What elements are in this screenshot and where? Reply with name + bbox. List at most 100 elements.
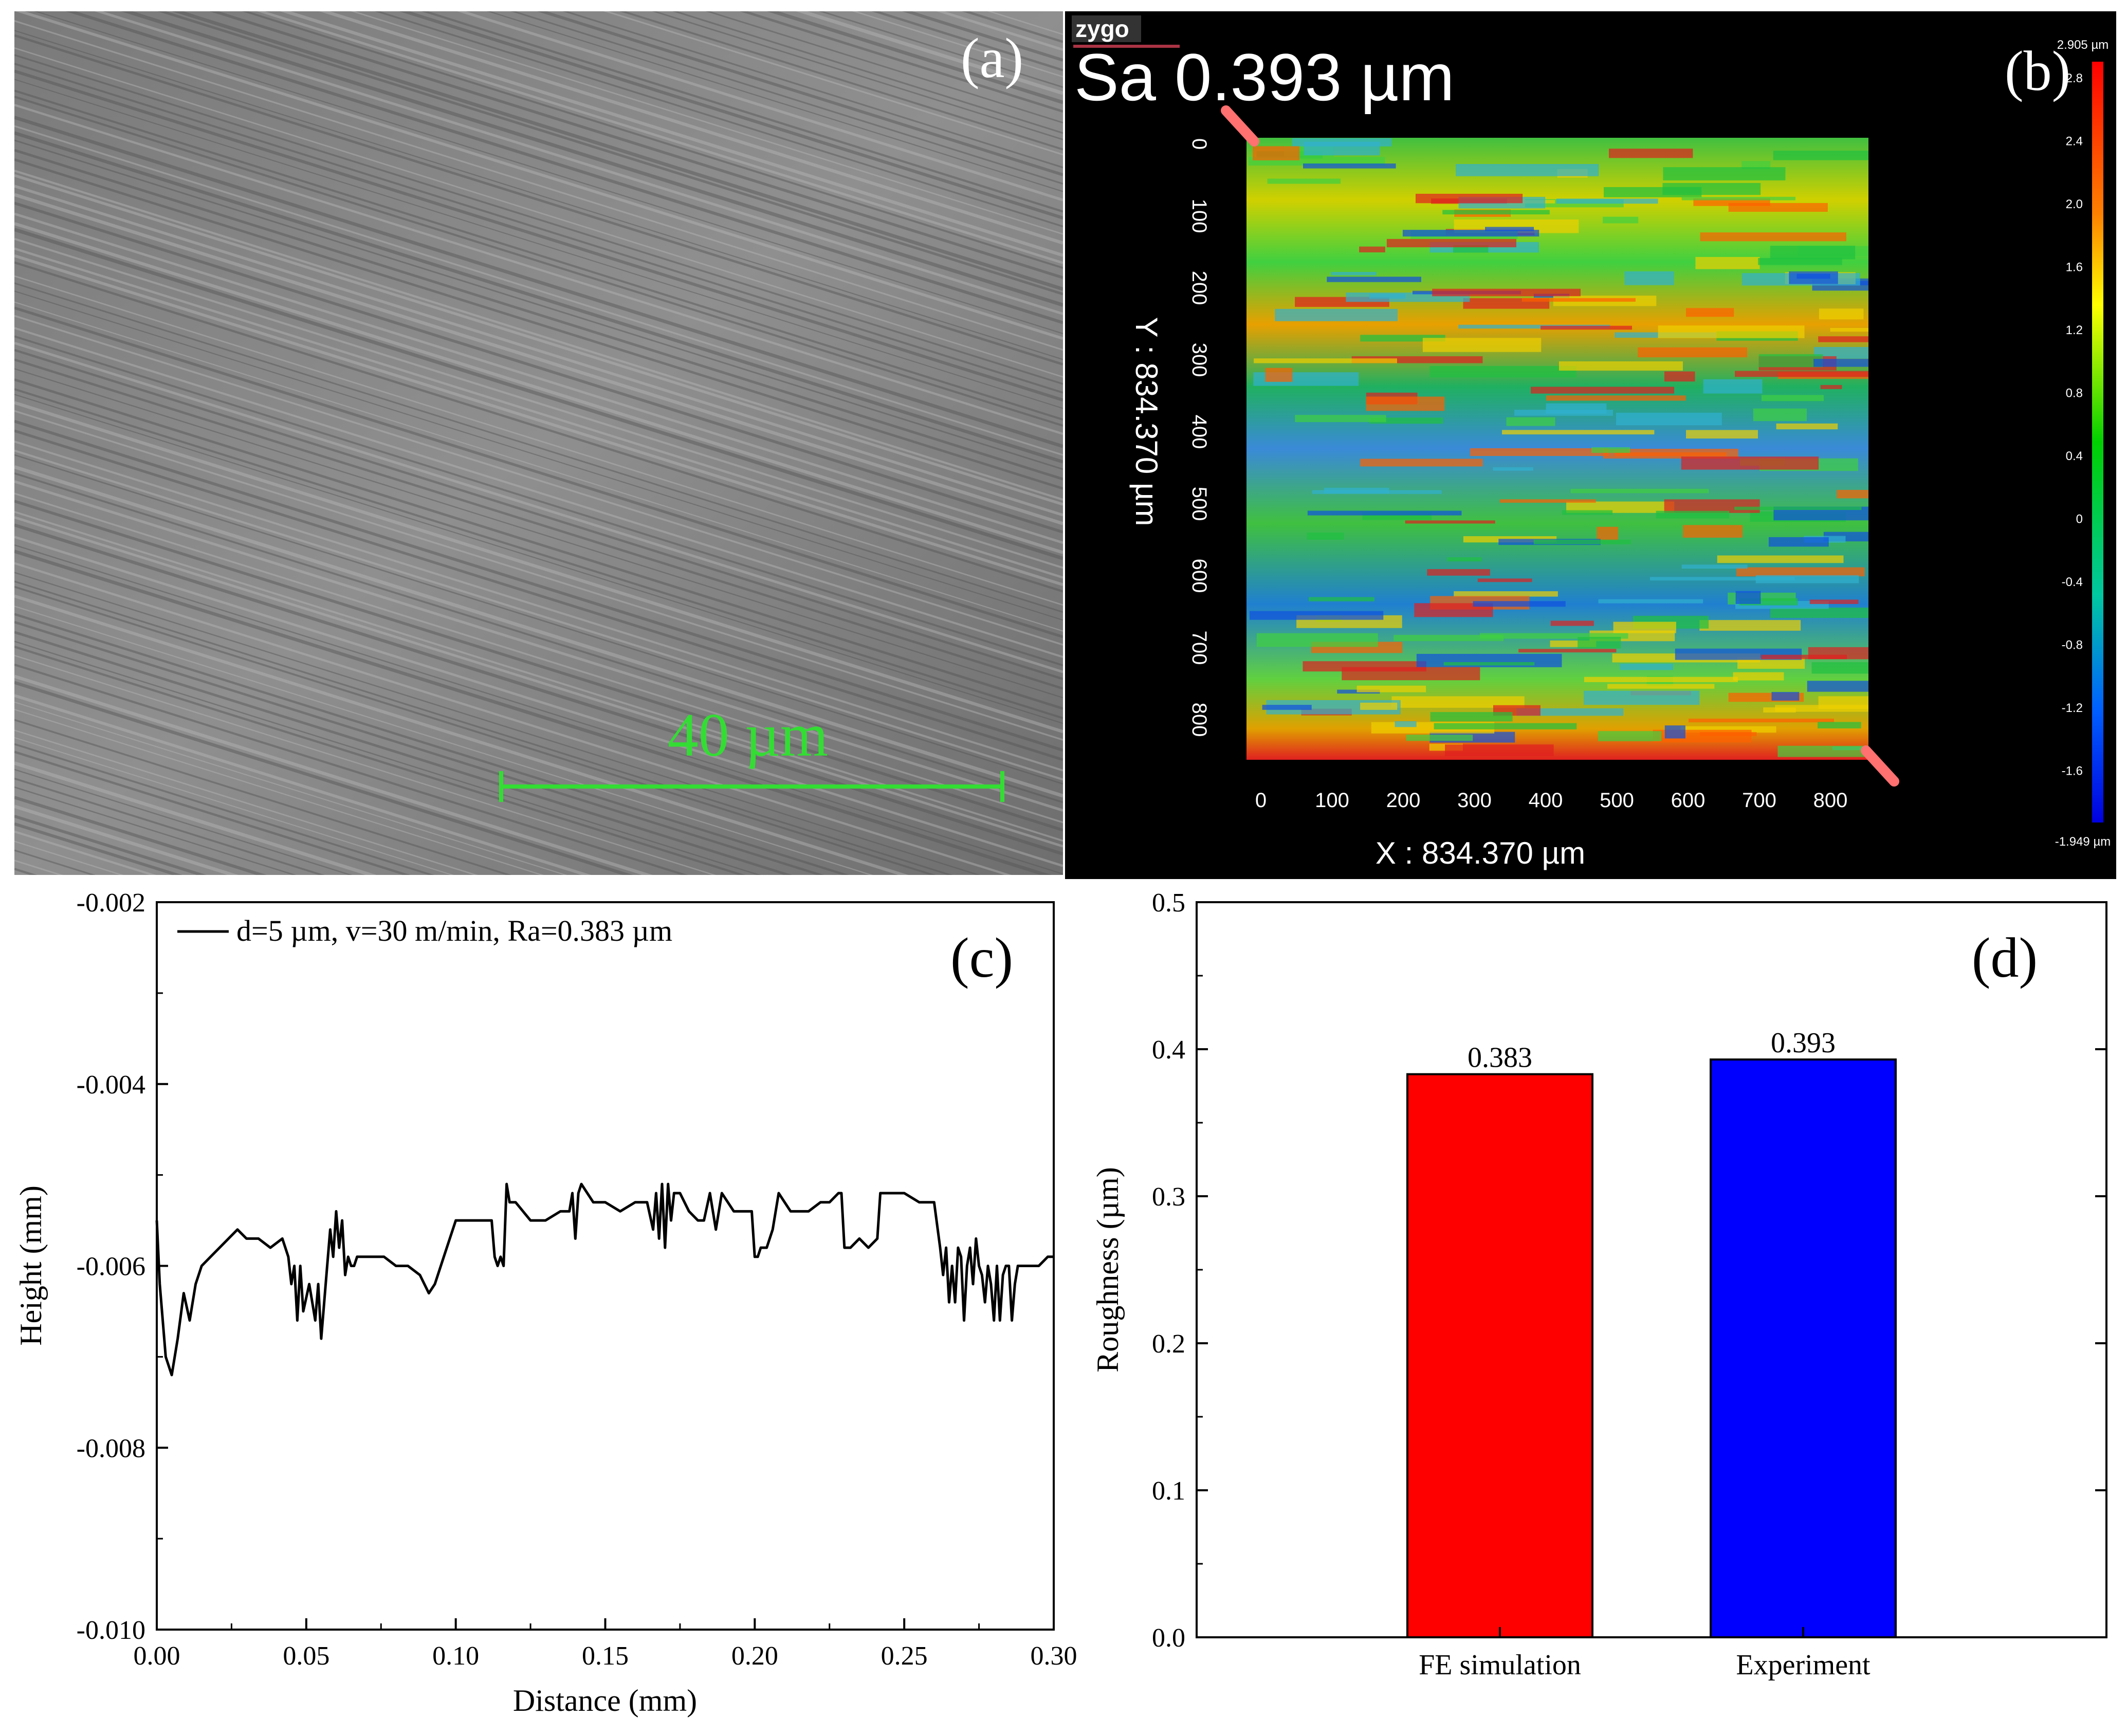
sem-streak	[14, 480, 1063, 812]
height-map-streak	[1753, 408, 1807, 422]
height-map-streak	[1369, 294, 1406, 299]
height-map-streak	[1391, 696, 1525, 708]
sem-streak	[652, 11, 1063, 140]
sem-streak	[14, 228, 1063, 560]
sem-streak	[14, 544, 1063, 875]
sem-streak	[280, 11, 1063, 257]
height-map-streak	[1402, 230, 1539, 237]
sem-streak	[14, 674, 653, 875]
sem-streak	[14, 104, 1063, 435]
sem-streak	[14, 860, 63, 875]
height-map-streak	[1603, 448, 1738, 459]
sem-streak	[14, 536, 1063, 867]
colorbar-max: 2.905 µm	[2057, 38, 2109, 52]
height-map-streak	[1662, 182, 1761, 195]
height-map-streak	[1359, 246, 1385, 252]
height-map-streak	[1681, 196, 1795, 200]
height-map-streak	[1818, 722, 1861, 728]
height-map-streak	[1546, 395, 1686, 401]
height-map-streak	[1584, 690, 1700, 705]
height-map-streak	[1699, 732, 1757, 737]
height-map-streak	[1454, 591, 1558, 597]
colorbar-tick-label: 2.4	[2066, 135, 2083, 149]
sem-streak	[14, 580, 953, 875]
x-tick-label: 700	[1742, 789, 1776, 812]
sem-streak	[14, 89, 1063, 421]
height-map-streak	[1558, 361, 1683, 371]
y-tick-label-d: 0.0	[1152, 1623, 1185, 1653]
height-map-streak	[1516, 708, 1624, 716]
height-map-streak	[1386, 239, 1516, 248]
height-map-streak	[1813, 359, 1868, 367]
height-map-streak	[1830, 327, 1868, 332]
height-map-streak	[1473, 601, 1566, 607]
colorbar-tick-label: 2.8	[2066, 71, 2083, 85]
sem-streak	[818, 11, 1063, 88]
height-map-streak	[1395, 721, 1417, 727]
height-map-streak	[1807, 681, 1868, 692]
y-tick-label-c: -0.010	[77, 1616, 145, 1645]
colorbar-tick-labels: 2.8 2.4 2.0 1.6 1.2 0.8 0.4 0 -0.4 -0.8 -1.2 -1.6	[2062, 71, 2083, 778]
x-tick-label: 800	[1813, 789, 1848, 812]
sem-streak	[457, 11, 1063, 202]
panel-c-label: (c)	[950, 926, 1013, 989]
panel-d-label: (d)	[1972, 926, 2038, 989]
height-map-streak	[1265, 368, 1293, 382]
y-tick-label: 800	[1188, 703, 1211, 737]
height-map-streak	[1307, 510, 1462, 516]
height-map-streak	[1658, 325, 1805, 338]
sem-streak	[94, 11, 1063, 315]
height-map-streak	[1360, 459, 1483, 467]
height-map-streak	[1456, 164, 1599, 176]
sem-streak	[14, 193, 1063, 525]
y-axis-title-d: Roughness (µm)	[1091, 1167, 1125, 1373]
sem-streak	[14, 341, 1063, 673]
x-tick-label-c: 0.00	[134, 1641, 180, 1671]
y-tick-label: 700	[1188, 631, 1211, 665]
height-map-streak	[1681, 564, 1748, 569]
height-map-streak	[1649, 577, 1795, 581]
colorbar-tick-label: 1.2	[2066, 323, 2083, 337]
y-tick-labels: 0 100 200 300 400 500 600 700 800	[1188, 138, 1211, 737]
sem-streak	[421, 11, 1063, 213]
colorbar-tick-label: 0	[2076, 513, 2083, 526]
colorbar-tick-label: -0.8	[2062, 638, 2083, 652]
height-map-streak	[1620, 664, 1673, 670]
height-map-streak	[1735, 371, 1868, 377]
sem-streak	[65, 11, 1063, 324]
height-map-streak	[1485, 227, 1534, 231]
sem-streak	[14, 125, 1063, 456]
sem-streak	[672, 11, 1063, 134]
height-map-streak	[1506, 417, 1555, 426]
sem-streak	[14, 516, 1063, 848]
height-map-streak	[1430, 712, 1513, 722]
sem-streak	[14, 254, 1063, 587]
sem-streak	[14, 694, 592, 875]
height-map-streak	[1253, 146, 1299, 160]
sem-streak	[14, 30, 1063, 360]
sem-streak	[14, 401, 1063, 734]
sem-streak	[14, 849, 96, 875]
height-map-streak	[1685, 308, 1734, 317]
height-map-streak	[1254, 358, 1397, 363]
sem-streak	[14, 394, 1063, 724]
height-map-streak	[1521, 298, 1636, 302]
height-map-streak	[1809, 599, 1859, 604]
height-map-streak	[1737, 657, 1805, 669]
sem-streak	[14, 222, 1063, 554]
height-map-streak	[1256, 633, 1378, 647]
height-map-streak	[1699, 620, 1801, 631]
height-map-streak	[1686, 430, 1758, 439]
sem-streak	[14, 663, 689, 875]
y-axis-label: Y : 834.370 µm	[1129, 317, 1164, 526]
height-map-streak	[1734, 506, 1862, 510]
sem-streak	[256, 11, 1063, 264]
colorbar-min: -1.949 µm	[2055, 835, 2111, 849]
legend-text-c: d=5 µm, v=30 m/min, Ra=0.383 µm	[236, 914, 672, 947]
height-map-streak	[1819, 308, 1864, 320]
height-map-streak	[1422, 338, 1542, 352]
sem-streak	[14, 237, 1063, 569]
height-map-streak	[1556, 198, 1658, 204]
height-map-streak	[1499, 499, 1596, 503]
